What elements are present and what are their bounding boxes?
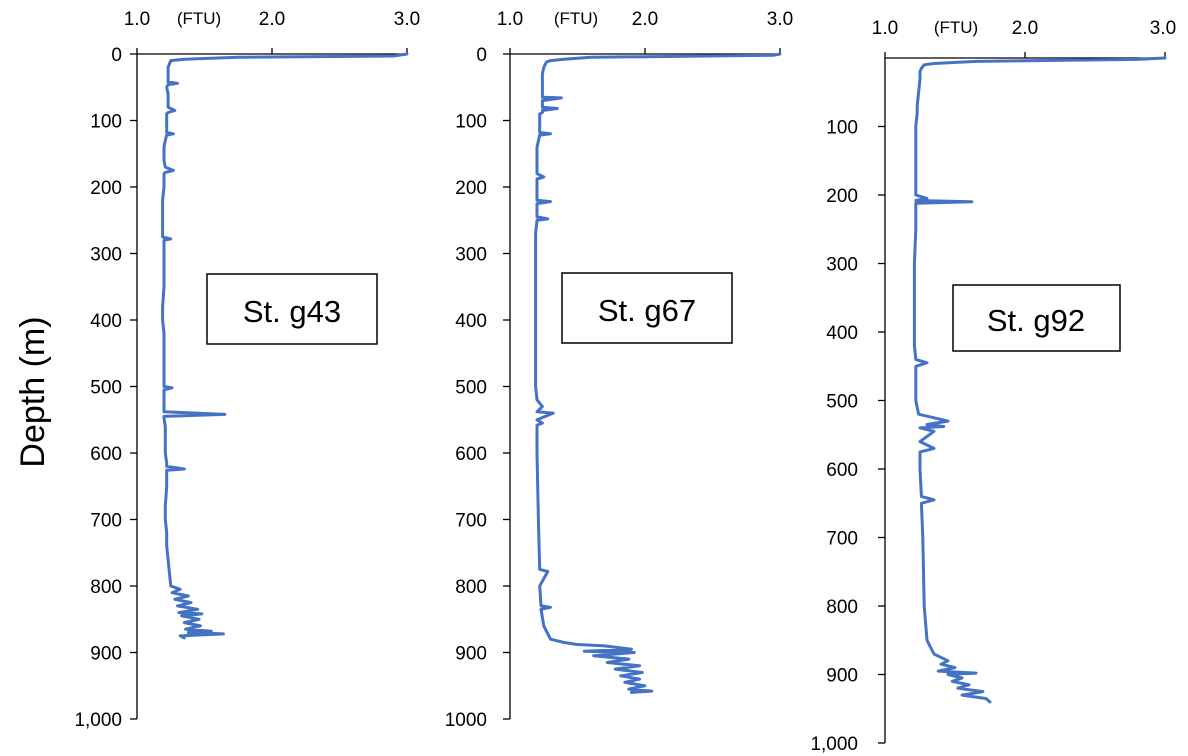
y-tick-label: 900 bbox=[455, 644, 487, 665]
y-tick-label: 900 bbox=[826, 666, 858, 687]
y-tick-label: 200 bbox=[90, 178, 122, 199]
y-axis: 0 100 200 300 400 500 600 700 800 900 1,000 bbox=[74, 45, 138, 731]
y-tick-label: 300 bbox=[455, 245, 487, 266]
turbidity-profile-line bbox=[161, 52, 409, 640]
x-tick-label: 2.0 bbox=[1012, 18, 1038, 39]
x-axis: 1.0 (FTU) 2.0 3.0 bbox=[872, 18, 1176, 59]
y-tick-label: 700 bbox=[826, 529, 858, 550]
turbidity-profile-line bbox=[534, 52, 782, 694]
station-label-border bbox=[561, 272, 733, 344]
y-tick-label: 300 bbox=[826, 255, 858, 276]
turbidity-profile-line bbox=[912, 56, 1167, 704]
x-tick-label: 1.0 bbox=[124, 9, 150, 30]
y-tick-label: 400 bbox=[455, 311, 487, 332]
x-tick-label: 3.0 bbox=[1150, 18, 1176, 39]
x-axis: 1.0 (FTU) 2.0 3.0 bbox=[497, 9, 793, 55]
y-tick-label: 800 bbox=[455, 577, 487, 598]
y-tick-label: 0 bbox=[111, 45, 122, 66]
y-tick-label: 100 bbox=[90, 112, 122, 133]
y-axis: 0 100 200 300 400 500 600 700 800 900 1000 bbox=[445, 45, 511, 731]
x-tick-label: 3.0 bbox=[767, 9, 793, 30]
x-tick-label: 3.0 bbox=[394, 9, 420, 30]
y-axis: 100 200 300 400 500 600 700 800 900 1,000 bbox=[810, 58, 886, 755]
depth-axis-title: Depth (m) bbox=[14, 316, 52, 467]
y-tick-label: 500 bbox=[826, 392, 858, 413]
y-tick-label: 100 bbox=[455, 112, 487, 133]
x-unit-label: (FTU) bbox=[554, 9, 598, 28]
station-label: St. g67 bbox=[598, 293, 696, 328]
station-label: St. g43 bbox=[243, 294, 341, 329]
panel-st-g43: 1.0 (FTU) 2.0 3.0 0 100 200 300 400 500 600 700… bbox=[74, 9, 420, 731]
x-tick-label: 2.0 bbox=[259, 9, 285, 30]
x-tick-label: 2.0 bbox=[632, 9, 658, 30]
station-label-border bbox=[952, 284, 1121, 352]
y-tick-label: 100 bbox=[826, 118, 858, 139]
y-tick-label: 800 bbox=[90, 577, 122, 598]
x-unit-label: (FTU) bbox=[177, 9, 221, 28]
y-tick-label: 600 bbox=[455, 444, 487, 465]
y-tick-label: 700 bbox=[90, 511, 122, 532]
y-tick-label: 600 bbox=[826, 460, 858, 481]
x-tick-label: 1.0 bbox=[872, 18, 898, 39]
x-unit-label: (FTU) bbox=[934, 18, 978, 37]
y-tick-label: 1000 bbox=[445, 710, 487, 731]
y-tick-label: 400 bbox=[90, 311, 122, 332]
y-tick-label: 0 bbox=[476, 45, 487, 66]
y-tick-label: 500 bbox=[455, 378, 487, 399]
station-label-box: St. g67 bbox=[561, 272, 733, 344]
station-label-box: St. g43 bbox=[206, 273, 378, 345]
y-tick-label: 800 bbox=[826, 597, 858, 618]
y-tick-label: 900 bbox=[90, 644, 122, 665]
station-label-border bbox=[206, 273, 378, 345]
y-tick-label: 700 bbox=[455, 511, 487, 532]
panel-st-g67: 1.0 (FTU) 2.0 3.0 0 100 200 300 400 500 600 700… bbox=[445, 9, 793, 731]
x-axis: 1.0 (FTU) 2.0 3.0 bbox=[124, 9, 420, 55]
panel-st-g92: 1.0 (FTU) 2.0 3.0 100 200 300 400 500 600 700 8… bbox=[810, 18, 1176, 755]
y-tick-label: 600 bbox=[90, 444, 122, 465]
y-tick-label: 400 bbox=[826, 323, 858, 344]
y-tick-label: 1,000 bbox=[810, 734, 858, 755]
y-tick-label: 200 bbox=[455, 178, 487, 199]
station-label: St. g92 bbox=[987, 303, 1085, 338]
y-tick-label: 200 bbox=[826, 186, 858, 207]
y-tick-label: 500 bbox=[90, 378, 122, 399]
y-tick-label: 1,000 bbox=[74, 710, 122, 731]
station-label-box: St. g92 bbox=[952, 284, 1121, 352]
y-tick-label: 300 bbox=[90, 245, 122, 266]
x-tick-label: 1.0 bbox=[497, 9, 523, 30]
